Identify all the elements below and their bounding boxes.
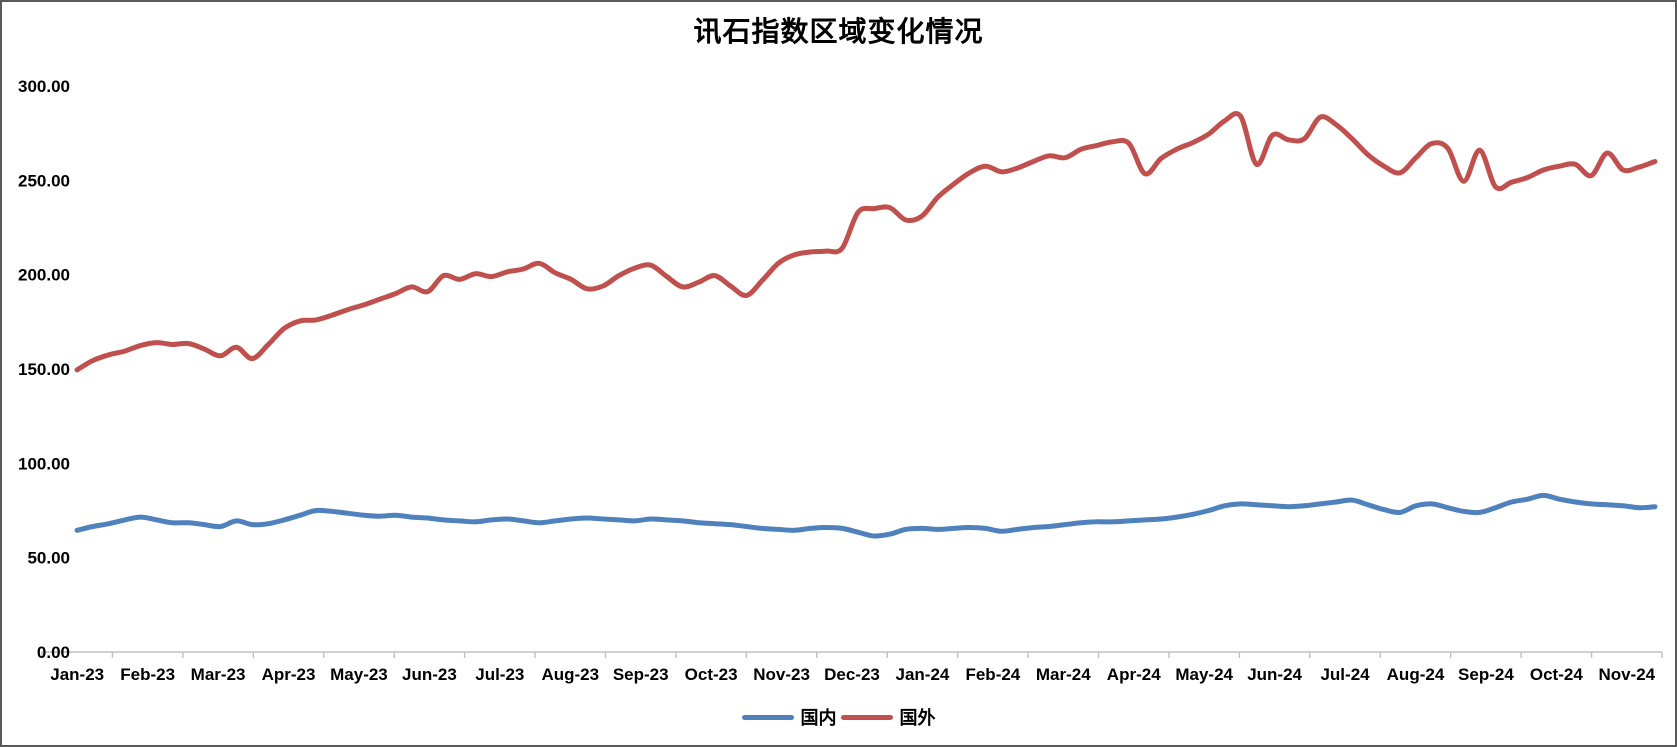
series-line-domestic — [74, 492, 1658, 539]
x-tick-label: Nov-24 — [1598, 665, 1655, 684]
x-tick-label: Oct-24 — [1530, 665, 1583, 684]
x-tick-label: Feb-24 — [965, 665, 1020, 684]
x-tick-label: May-24 — [1175, 665, 1233, 684]
x-tick-label: Nov-23 — [753, 665, 810, 684]
y-tick-label: 150.00 — [18, 360, 70, 379]
y-tick-label: 250.00 — [18, 171, 70, 190]
x-tick-label: Mar-23 — [191, 665, 246, 684]
chart-title: 讯石指数区域变化情况 — [693, 17, 984, 48]
x-tick-label: Jun-23 — [402, 665, 457, 684]
legend-label-domestic: 国内 — [800, 708, 837, 728]
y-axis-labels: 0.00 50.00 100.00 150.00 200.00 250.00 300.00 — [18, 77, 70, 662]
x-tick-label: Apr-23 — [262, 665, 316, 684]
x-tick-label: Aug-23 — [541, 665, 599, 684]
x-tick-label: Aug-24 — [1387, 665, 1445, 684]
x-axis — [41, 651, 1663, 658]
x-tick-label: Jul-23 — [475, 665, 524, 684]
legend-swatch-foreign — [840, 714, 893, 720]
legend-swatch-domestic — [741, 714, 794, 720]
y-tick-label: 200.00 — [18, 266, 70, 285]
x-tick-label: Jan-24 — [895, 665, 949, 684]
legend: 国内 国外 — [2, 704, 1675, 730]
x-tick-label: Jul-24 — [1320, 665, 1370, 684]
x-tick-label: Dec-23 — [824, 665, 880, 684]
x-tick-label: Oct-23 — [685, 665, 738, 684]
y-tick-label: 100.00 — [18, 454, 70, 473]
x-tick-label: Sep-24 — [1458, 665, 1514, 684]
y-tick-label: 0.00 — [37, 643, 70, 662]
x-tick-label: Feb-23 — [120, 665, 175, 684]
x-tick-label: Jan-23 — [50, 665, 104, 684]
x-tick-label: Mar-24 — [1036, 665, 1091, 684]
x-axis-labels: Jan-23 Feb-23 Mar-23 Apr-23 May-23 Jun-23 Jul-… — [50, 665, 1655, 684]
x-tick-label: Sep-23 — [613, 665, 669, 684]
x-tick-label: May-23 — [330, 665, 388, 684]
y-tick-label: 50.00 — [27, 549, 70, 568]
x-tick-label: Jun-24 — [1247, 665, 1302, 684]
legend-label-foreign: 国外 — [899, 708, 936, 728]
legend-item-domestic: 国内 — [741, 704, 837, 730]
series-line-foreign — [74, 110, 1658, 373]
x-tick-label: Apr-24 — [1107, 665, 1161, 684]
y-tick-label: 300.00 — [18, 77, 70, 96]
legend-item-foreign: 国外 — [840, 704, 936, 730]
